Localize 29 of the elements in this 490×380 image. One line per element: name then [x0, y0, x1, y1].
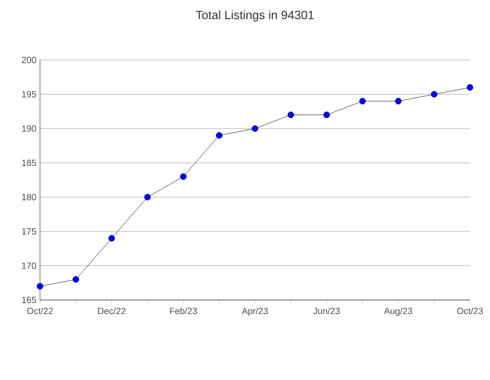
y-tick-label: 190 [22, 125, 36, 132]
y-tick-label: 180 [22, 194, 36, 200]
point [288, 112, 294, 118]
point [180, 173, 187, 180]
point [430, 91, 438, 98]
x-tick-label: Aug/23 [384, 308, 412, 316]
point [323, 112, 330, 118]
x-tick-label: Dec/22 [98, 308, 126, 314]
y-tick-label: 170 [22, 262, 36, 269]
point [359, 98, 366, 104]
x-tick-label: Jun/23 [313, 308, 340, 314]
y-tick-label: 175 [22, 228, 36, 235]
point [252, 125, 258, 132]
point [466, 84, 474, 91]
point [72, 276, 80, 283]
x-tick-label: Apr/23 [242, 308, 268, 316]
y-tick-label: 200 [22, 56, 36, 64]
point [108, 235, 115, 242]
point [144, 194, 151, 200]
point [216, 132, 222, 139]
point [395, 98, 402, 104]
x-tick-label: Oct/22 [27, 308, 53, 314]
x-tick-label: Feb/23 [170, 308, 197, 314]
point [36, 283, 44, 290]
x-tick-label: Oct/23 [457, 308, 483, 314]
y-tick-label: 185 [22, 160, 36, 166]
chart-title: Total Listings in 94301 [196, 10, 314, 22]
y-tick-label: 165 [22, 296, 36, 304]
y-tick-label: 195 [22, 91, 36, 98]
